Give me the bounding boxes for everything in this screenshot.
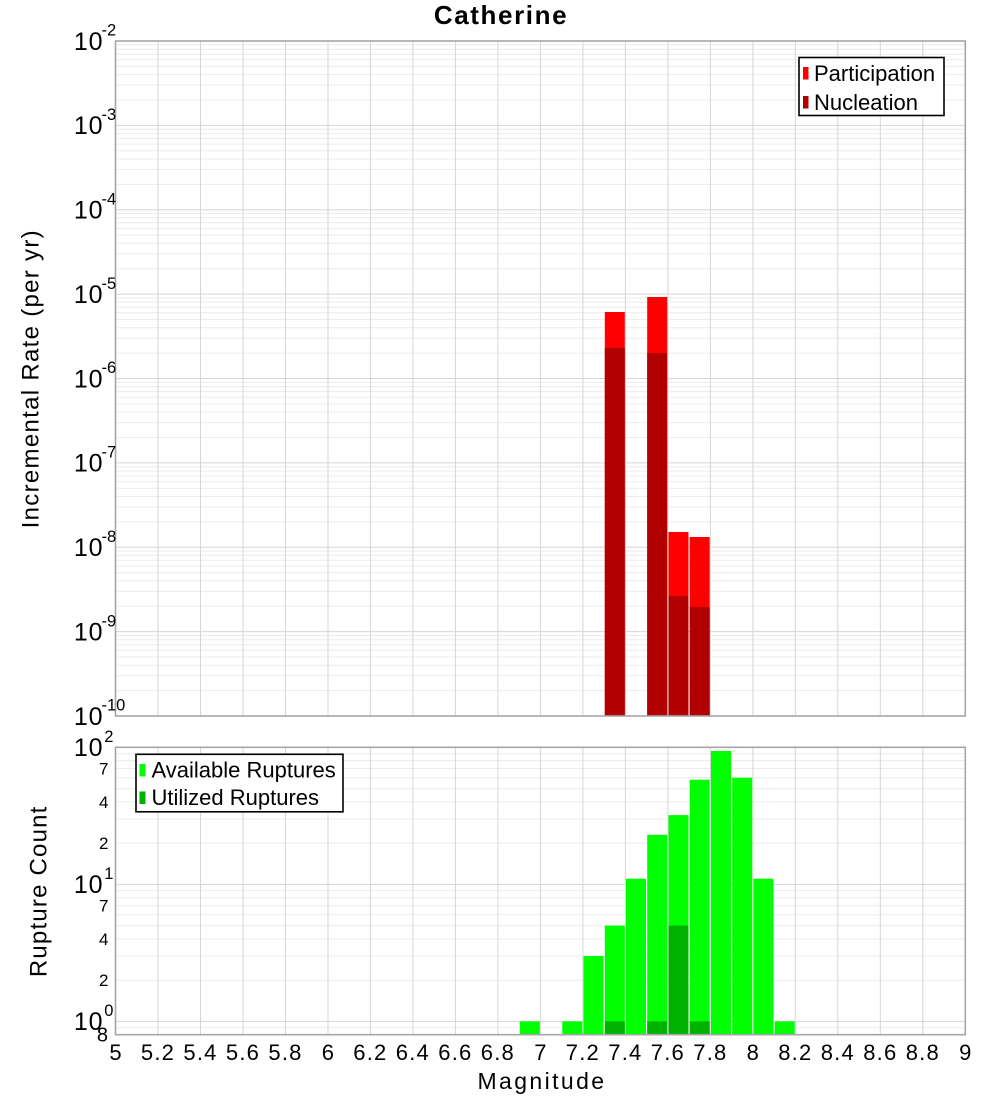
svg-text:10: 10: [74, 534, 103, 562]
svg-text:8: 8: [97, 1025, 108, 1047]
svg-text:-9: -9: [102, 612, 117, 630]
svg-text:2: 2: [104, 728, 113, 746]
svg-text:Participation: Participation: [814, 61, 935, 86]
svg-text:10: 10: [74, 281, 103, 309]
svg-text:-2: -2: [102, 22, 117, 40]
svg-text:Nucleation: Nucleation: [814, 90, 918, 115]
svg-text:-6: -6: [102, 359, 117, 377]
svg-text:-3: -3: [102, 106, 117, 124]
svg-text:6.6: 6.6: [438, 1040, 472, 1065]
svg-text:5: 5: [109, 1040, 121, 1065]
svg-text:5.4: 5.4: [183, 1040, 217, 1065]
svg-text:10: 10: [74, 112, 103, 140]
svg-text:8.8: 8.8: [906, 1040, 940, 1065]
svg-text:Utilized Ruptures: Utilized Ruptures: [152, 785, 320, 810]
svg-text:-4: -4: [102, 190, 117, 208]
svg-text:8.4: 8.4: [821, 1040, 855, 1065]
svg-text:10: 10: [74, 197, 103, 225]
svg-text:5.6: 5.6: [226, 1040, 260, 1065]
svg-text:1: 1: [104, 865, 113, 883]
svg-text:2: 2: [99, 971, 108, 990]
svg-text:Available Ruptures: Available Ruptures: [152, 758, 336, 783]
svg-text:Catherine: Catherine: [434, 0, 568, 30]
svg-text:10: 10: [74, 618, 103, 646]
svg-text:-10: -10: [102, 697, 126, 715]
svg-text:8: 8: [747, 1040, 759, 1065]
svg-text:6.8: 6.8: [481, 1040, 515, 1065]
svg-text:8.6: 8.6: [863, 1040, 897, 1065]
svg-text:-7: -7: [102, 444, 117, 462]
svg-text:10: 10: [74, 703, 103, 731]
svg-text:4: 4: [99, 793, 108, 812]
svg-text:10: 10: [74, 734, 103, 762]
svg-text:7: 7: [99, 760, 108, 779]
svg-text:6.2: 6.2: [353, 1040, 387, 1065]
svg-text:Rupture Count: Rupture Count: [25, 805, 52, 977]
svg-text:7.8: 7.8: [693, 1040, 727, 1065]
svg-text:10: 10: [74, 450, 103, 478]
svg-text:-5: -5: [102, 275, 117, 293]
svg-text:Magnitude: Magnitude: [477, 1068, 606, 1094]
svg-text:8.2: 8.2: [778, 1040, 812, 1065]
svg-text:6.4: 6.4: [396, 1040, 430, 1065]
svg-text:7.6: 7.6: [651, 1040, 685, 1065]
svg-text:4: 4: [99, 930, 108, 949]
svg-text:7.2: 7.2: [566, 1040, 600, 1065]
svg-text:10: 10: [74, 28, 103, 56]
svg-text:6: 6: [322, 1040, 334, 1065]
svg-text:5.2: 5.2: [141, 1040, 175, 1065]
svg-text:Incremental Rate (per yr): Incremental Rate (per yr): [18, 229, 45, 528]
svg-text:10: 10: [74, 871, 103, 899]
svg-text:7: 7: [99, 897, 108, 916]
svg-text:7: 7: [534, 1040, 546, 1065]
svg-text:10: 10: [74, 1008, 103, 1036]
svg-text:2: 2: [99, 834, 108, 853]
svg-text:10: 10: [74, 365, 103, 393]
svg-text:7.4: 7.4: [608, 1040, 642, 1065]
svg-text:0: 0: [104, 1002, 113, 1020]
svg-text:-8: -8: [102, 528, 117, 546]
svg-text:5.8: 5.8: [268, 1040, 302, 1065]
svg-text:9: 9: [959, 1040, 971, 1065]
